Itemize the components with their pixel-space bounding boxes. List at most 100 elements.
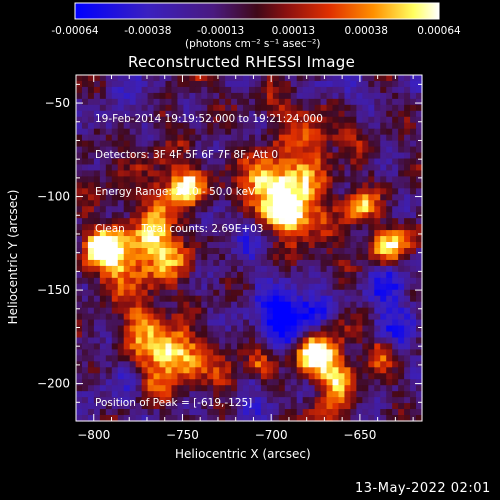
- heatmap-cell: [213, 110, 220, 118]
- heatmap-cell: [135, 212, 143, 219]
- heatmap-cell: [398, 170, 405, 178]
- heatmap-cell: [165, 271, 173, 279]
- heatmap-cell: [386, 140, 393, 148]
- heatmap-cell: [290, 230, 298, 237]
- heatmap-cell: [374, 98, 381, 106]
- heatmap-cell: [159, 110, 167, 118]
- heatmap-cell: [183, 373, 190, 380]
- heatmap-cell: [410, 182, 417, 189]
- heatmap-cell: [147, 75, 155, 82]
- heatmap-cell: [272, 248, 280, 255]
- heatmap-cell: [213, 230, 220, 237]
- heatmap-cell: [81, 230, 89, 237]
- heatmap-cell: [87, 397, 95, 404]
- colorbar-tick-label: -0.00064: [51, 25, 99, 37]
- heatmap-cell: [326, 75, 334, 82]
- heatmap-cell: [314, 176, 322, 183]
- heatmap-cell: [302, 343, 310, 351]
- heatmap-cell: [314, 194, 322, 201]
- heatmap-cell: [87, 182, 95, 189]
- heatmap-cell: [254, 182, 262, 189]
- heatmap-cell: [99, 80, 107, 88]
- heatmap-cell: [350, 379, 357, 386]
- heatmap-cell: [368, 355, 375, 362]
- heatmap-cell: [195, 242, 202, 249]
- heatmap-cell: [243, 379, 250, 386]
- heatmap-cell: [344, 80, 352, 88]
- heatmap-cell: [117, 170, 125, 178]
- heatmap-cell: [207, 248, 214, 255]
- heatmap-cell: [338, 134, 346, 142]
- heatmap-cell: [219, 295, 226, 303]
- heatmap-cell: [213, 313, 220, 321]
- heatmap-cell: [195, 367, 202, 374]
- heatmap-cell: [356, 283, 363, 291]
- heatmap-cell: [207, 415, 214, 422]
- heatmap-cell: [123, 128, 131, 136]
- heatmap-cell: [105, 230, 113, 237]
- heatmap-cell: [272, 265, 280, 273]
- heatmap-cell: [416, 86, 423, 94]
- heatmap-cell: [207, 206, 214, 213]
- heatmap-cell: [416, 253, 423, 261]
- heatmap-cell: [362, 224, 369, 231]
- heatmap-cell: [260, 337, 268, 345]
- heatmap-cell: [153, 134, 161, 142]
- heatmap-cell: [374, 259, 381, 267]
- heatmap-cell: [380, 259, 387, 267]
- heatmap-cell: [338, 277, 346, 285]
- heatmap-cell: [159, 122, 167, 130]
- heatmap-cell: [237, 140, 244, 148]
- heatmap-cell: [308, 128, 316, 136]
- heatmap-cell: [296, 206, 304, 213]
- heatmap-cell: [249, 212, 256, 219]
- heatmap-cell: [201, 194, 208, 201]
- heatmap-cell: [237, 212, 244, 219]
- heatmap-cell: [344, 170, 352, 178]
- heatmap-cell: [219, 319, 226, 327]
- heatmap-cell: [284, 391, 292, 398]
- heatmap-cell: [254, 415, 262, 422]
- heatmap-cell: [147, 224, 155, 231]
- heatmap-cell: [290, 206, 298, 213]
- heatmap-cell: [302, 212, 310, 219]
- heatmap-cell: [266, 409, 274, 416]
- heatmap-cell: [266, 271, 274, 279]
- heatmap-cell: [380, 379, 387, 386]
- heatmap-cell: [374, 325, 381, 333]
- heatmap-cell: [416, 385, 423, 392]
- heatmap-cell: [165, 152, 173, 160]
- heatmap-cell: [284, 242, 292, 249]
- heatmap-cell: [404, 391, 411, 398]
- heatmap-cell: [302, 92, 310, 100]
- heatmap-cell: [260, 200, 268, 207]
- heatmap-cell: [81, 188, 89, 195]
- heatmap-cell: [99, 92, 107, 100]
- heatmap-cell: [213, 176, 220, 183]
- heatmap-cell: [320, 134, 328, 142]
- heatmap-cell: [183, 116, 190, 124]
- heatmap-cell: [99, 253, 107, 261]
- heatmap-cell: [362, 361, 369, 368]
- heatmap-cell: [368, 289, 375, 297]
- heatmap-cell: [260, 379, 268, 386]
- heatmap-cell: [159, 409, 167, 416]
- heatmap-cell: [338, 361, 346, 368]
- heatmap-cell: [290, 349, 298, 356]
- heatmap-cell: [147, 158, 155, 166]
- heatmap-cell: [81, 403, 89, 410]
- heatmap-cell: [380, 265, 387, 273]
- heatmap-cell: [135, 236, 143, 243]
- heatmap-cell: [243, 242, 250, 249]
- heatmap-cell: [213, 409, 220, 416]
- heatmap-cell: [404, 409, 411, 416]
- heatmap-cell: [374, 331, 381, 339]
- heatmap-cell: [189, 128, 196, 136]
- heatmap-cell: [314, 253, 322, 261]
- heatmap-cell: [254, 218, 262, 225]
- heatmap-cell: [129, 265, 137, 273]
- heatmap-cell: [344, 140, 352, 148]
- heatmap-cell: [416, 152, 423, 160]
- heatmap-cell: [231, 397, 238, 404]
- heatmap-cell: [290, 194, 298, 201]
